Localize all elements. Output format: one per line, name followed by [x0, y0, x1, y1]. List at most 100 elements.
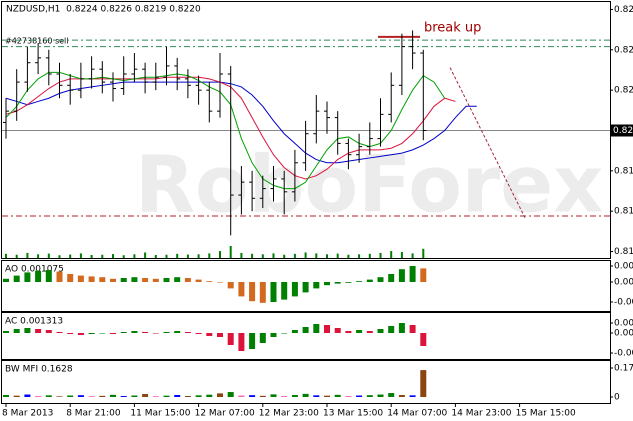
indicator-bar	[281, 282, 288, 300]
volume-bar	[47, 253, 50, 258]
indicator-bar	[313, 324, 320, 333]
volume-bar	[283, 254, 286, 258]
mfi-pane	[1, 360, 611, 404]
x-tick-label: 13 Mar 15:00	[323, 409, 383, 419]
pane-label: AO 0.001075	[5, 265, 64, 275]
x-tick-label: 14 Mar 07:00	[387, 409, 447, 419]
indicator-bar	[324, 395, 330, 397]
indicator-bar	[313, 395, 320, 397]
indicator-bar	[217, 333, 223, 337]
indicator-bar	[24, 328, 31, 333]
indicator-bar	[110, 394, 116, 397]
indicator-bar	[227, 282, 234, 289]
y-tick-label: 0.00	[614, 319, 633, 329]
indicator-bar	[302, 393, 309, 397]
volume-bar	[347, 254, 350, 258]
volume-bar	[379, 252, 382, 258]
volume-bar	[400, 252, 403, 258]
volume-bar	[411, 253, 414, 258]
indicator-bar	[270, 394, 277, 397]
indicator-bar	[238, 395, 245, 397]
indicator-bar	[163, 278, 170, 282]
indicator-bar	[281, 396, 288, 397]
indicator-bar	[302, 282, 309, 293]
indicator-bar	[409, 395, 416, 397]
y-tick-label: 0.81	[614, 207, 633, 217]
volume-bar	[304, 252, 307, 258]
y-tick-label: 0.1755	[614, 364, 633, 374]
indicator-bar	[324, 282, 330, 286]
indicator-bar	[45, 395, 52, 397]
volume-bar	[422, 248, 425, 258]
volume-bar	[208, 253, 211, 258]
indicator-bar	[345, 282, 352, 283]
indicator-bar	[356, 395, 363, 397]
forecast-line	[449, 67, 526, 218]
indicator-bar	[174, 331, 181, 333]
volume-bar	[144, 252, 147, 258]
indicator-bar	[227, 333, 234, 345]
indicator-bar	[388, 393, 395, 397]
volume-bar	[336, 253, 339, 258]
indicator-bar	[366, 395, 373, 397]
indicator-bar	[345, 331, 352, 333]
indicator-bar	[35, 396, 42, 397]
indicator-bar	[420, 268, 427, 282]
indicator-bar	[131, 277, 138, 282]
indicator-bar	[334, 328, 341, 333]
indicator-bar	[217, 393, 223, 397]
volume-bar	[315, 253, 318, 258]
volume-bar	[368, 253, 371, 258]
indicator-bar	[163, 395, 170, 397]
indicator-bar	[259, 333, 266, 343]
indicator-bar	[174, 395, 181, 397]
indicator-bar	[366, 279, 373, 282]
indicator-bar	[420, 333, 427, 346]
indicator-bar	[291, 330, 298, 333]
annotation: break up	[424, 21, 481, 36]
indicator-bar	[270, 282, 277, 302]
volume-bar	[176, 253, 179, 258]
indicator-bar	[313, 282, 320, 289]
x-tick-label: 12 Mar 07:00	[195, 409, 255, 419]
indicator-bar	[398, 395, 405, 397]
indicator-bar	[420, 370, 427, 397]
volume-bar	[165, 254, 168, 258]
indicator-bar	[324, 325, 330, 333]
indicator-bar	[13, 329, 20, 333]
indicator-bar	[3, 331, 9, 333]
indicator-bar	[388, 326, 395, 333]
indicator-bar	[238, 333, 245, 351]
indicator-bar	[110, 278, 116, 282]
indicator-bar	[152, 278, 159, 282]
indicator-bar	[377, 277, 384, 282]
volume-bar	[261, 254, 264, 258]
volume-bar	[15, 254, 18, 258]
indicator-bar	[270, 333, 277, 337]
price-pane	[1, 1, 611, 259]
current-price-label: 0.82	[613, 126, 633, 136]
ao-pane	[1, 260, 611, 312]
volume-bar	[293, 253, 296, 258]
indicator-bar	[142, 278, 149, 282]
indicator-bar	[45, 270, 52, 282]
indicator-bar	[302, 327, 309, 333]
indicator-bar	[356, 281, 363, 282]
indicator-bar	[409, 266, 416, 282]
x-tick-label: 12 Mar 23:00	[259, 409, 319, 419]
volume-bar	[112, 254, 114, 258]
volume-bar	[240, 252, 243, 258]
indicator-bar	[259, 395, 266, 397]
indicator-line	[5, 81, 477, 164]
indicator-bar	[163, 332, 170, 333]
indicator-bar	[195, 395, 202, 397]
indicator-bar	[377, 329, 384, 333]
indicator-bar	[3, 395, 9, 397]
y-tick-label: -0.00	[614, 298, 633, 308]
indicator-bar	[13, 395, 20, 397]
indicator-bar	[77, 395, 84, 397]
volume-bar	[37, 254, 40, 258]
y-tick-label: 0.00	[614, 329, 633, 339]
